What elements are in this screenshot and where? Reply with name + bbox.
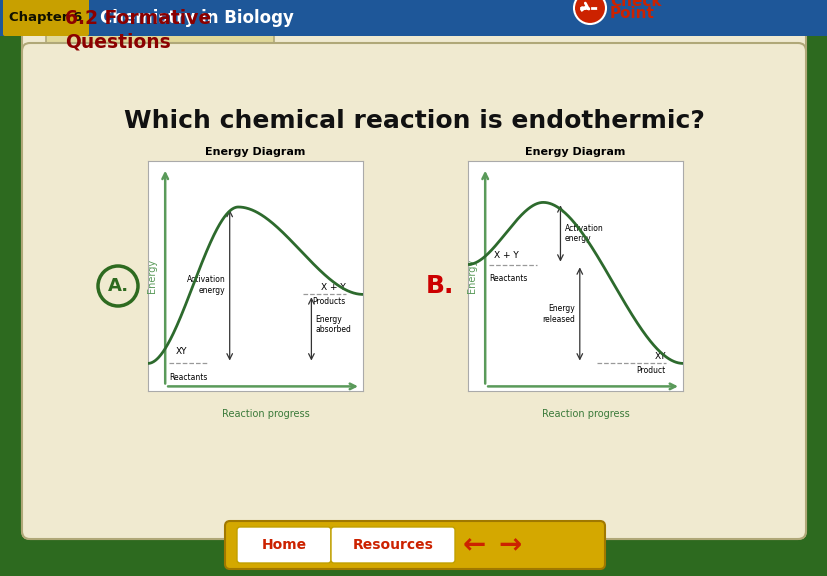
FancyBboxPatch shape: [237, 527, 331, 563]
FancyBboxPatch shape: [3, 0, 88, 36]
Text: Chemistry in Biology: Chemistry in Biology: [100, 9, 294, 27]
FancyBboxPatch shape: [22, 23, 805, 539]
Text: Activation
energy: Activation energy: [186, 275, 225, 295]
FancyBboxPatch shape: [46, 12, 274, 75]
Text: →: →: [498, 531, 521, 559]
Text: A.: A.: [108, 277, 128, 295]
Text: Reactants: Reactants: [489, 274, 528, 283]
FancyBboxPatch shape: [331, 527, 455, 563]
Text: Reaction progress: Reaction progress: [222, 410, 310, 419]
Title: Energy Diagram: Energy Diagram: [524, 147, 625, 157]
Text: Products: Products: [312, 297, 346, 306]
Text: Product: Product: [636, 366, 665, 375]
Text: Which chemical reaction is endothermic?: Which chemical reaction is endothermic?: [123, 109, 704, 133]
Text: XY: XY: [175, 347, 187, 357]
Text: Check: Check: [609, 0, 661, 9]
Text: Home: Home: [261, 538, 306, 552]
Text: X + Y: X + Y: [321, 283, 346, 292]
Text: B.: B.: [425, 274, 454, 298]
FancyBboxPatch shape: [0, 0, 827, 36]
Text: XY: XY: [653, 352, 665, 361]
Text: X + Y: X + Y: [493, 251, 518, 260]
Text: Resources: Resources: [352, 538, 433, 552]
Circle shape: [98, 266, 138, 306]
Circle shape: [573, 0, 605, 24]
Text: 6.2 Formative
Questions: 6.2 Formative Questions: [65, 9, 211, 51]
Text: Activation
energy: Activation energy: [564, 223, 603, 243]
Text: Energy
absorbed: Energy absorbed: [315, 314, 351, 334]
Text: Energy: Energy: [147, 259, 157, 293]
Text: Reactants: Reactants: [170, 373, 208, 382]
Text: ←: ←: [461, 531, 485, 559]
Text: Energy: Energy: [466, 259, 476, 293]
Text: Chapter 6: Chapter 6: [9, 12, 83, 25]
Text: Reaction progress: Reaction progress: [542, 410, 629, 419]
Text: Point: Point: [609, 6, 654, 21]
FancyBboxPatch shape: [22, 43, 805, 539]
FancyBboxPatch shape: [225, 521, 605, 569]
Text: Energy
released: Energy released: [542, 304, 575, 324]
Title: Energy Diagram: Energy Diagram: [205, 147, 305, 157]
